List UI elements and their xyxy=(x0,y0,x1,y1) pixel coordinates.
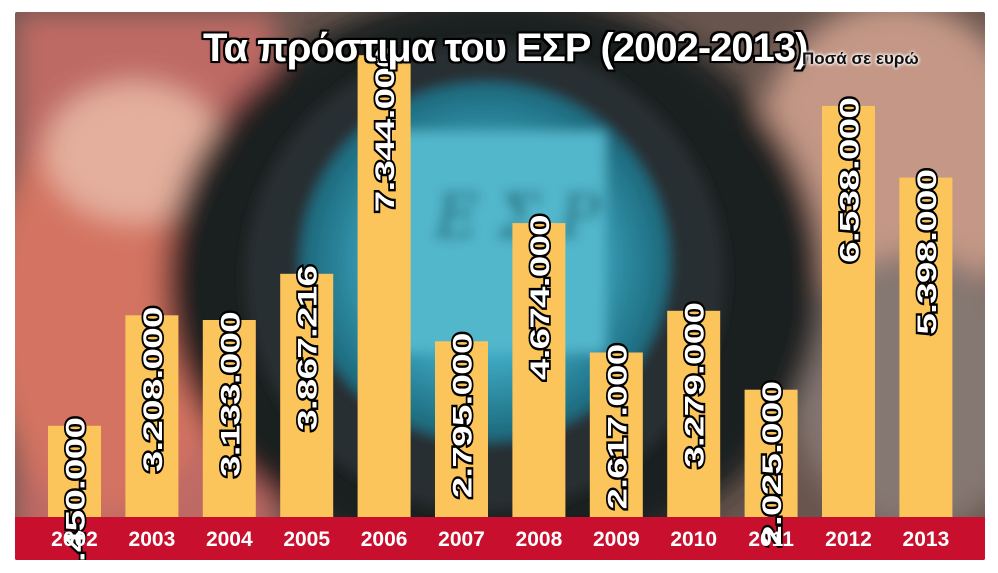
year-label-2006: 2006 xyxy=(361,528,408,551)
bar-2012 xyxy=(822,105,875,518)
year-label-2003: 2003 xyxy=(129,528,176,551)
value-label-2011: 2.025.000 xyxy=(757,382,787,547)
year-label-2007: 2007 xyxy=(438,528,485,551)
year-label-2010: 2010 xyxy=(670,528,717,551)
value-label-2002: 1.450.000 xyxy=(61,418,91,560)
bar-2010 xyxy=(667,310,721,517)
value-label-2004: 3.133.000 xyxy=(215,312,245,477)
value-label-2008: 4.674.000 xyxy=(525,215,555,380)
value-label-2007: 2.795.000 xyxy=(448,333,478,498)
value-label-2005: 3.867.216 xyxy=(293,265,323,431)
chart-title: Τα πρόστιμα του ΕΣΡ (2002-2013) xyxy=(203,26,808,70)
bar-2006 xyxy=(357,55,411,517)
bar-2002 xyxy=(48,425,101,517)
bar-2003 xyxy=(125,315,179,517)
bar-2009 xyxy=(589,352,643,517)
year-label-2011: 2011 xyxy=(748,528,794,551)
year-label-2008: 2008 xyxy=(516,528,563,551)
year-label-2013: 2013 xyxy=(903,528,950,551)
value-label-2012: 6.538.000 xyxy=(835,98,865,263)
value-label-2013: 5.398.000 xyxy=(912,170,942,335)
year-axis-band xyxy=(15,517,985,560)
value-label-2010: 3.279.000 xyxy=(680,303,710,468)
bars xyxy=(48,55,953,518)
bar-2013 xyxy=(899,177,953,517)
infographic: Ε Σ Ρ 1.450.000 3.208.000 3.133.000 3.867.2… xyxy=(15,12,985,560)
year-label-2012: 2012 xyxy=(825,528,872,551)
year-label-2005: 2005 xyxy=(283,528,330,551)
value-label-2003: 3.208.000 xyxy=(138,307,168,472)
value-label-2006: 7.344.000 xyxy=(370,47,400,212)
chart-subtitle: Ποσά σε ευρώ xyxy=(802,49,919,68)
bar-chart: 1.450.000 3.208.000 3.133.000 3.867.216 7.34… xyxy=(15,45,985,560)
year-label-2002: 2002 xyxy=(51,528,98,551)
year-label-2009: 2009 xyxy=(593,528,640,551)
year-label-2004: 2004 xyxy=(206,528,253,551)
bar-2005 xyxy=(280,273,334,517)
bar-2004 xyxy=(202,320,256,517)
bar-2008 xyxy=(512,223,566,517)
value-labels: 1.450.000 3.208.000 3.133.000 3.867.216 7.34… xyxy=(59,45,944,560)
bar-2011 xyxy=(744,389,798,517)
year-labels: 2002 2003 2004 2005 2006 2007 2008 2009 2010 2011… xyxy=(51,528,949,551)
value-label-2009: 2.617.000 xyxy=(602,345,632,510)
bar-2007 xyxy=(435,341,488,517)
